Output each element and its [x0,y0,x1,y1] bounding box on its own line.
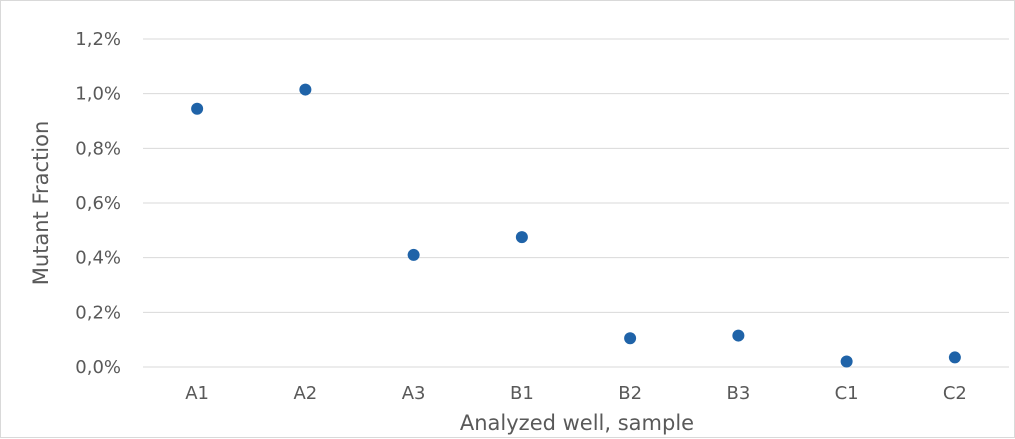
data-point [732,329,745,342]
data-point [407,248,420,261]
data-point [948,351,961,364]
x-tick-label: B2 [618,383,642,404]
x-tick-label: C1 [835,383,859,404]
x-tick-label: A3 [402,383,426,404]
y-tick-label: 1,0% [75,84,121,105]
data-points [191,83,961,368]
x-tick-label: B3 [726,383,750,404]
x-tick-label: A1 [185,383,209,404]
x-tick-label: C2 [943,383,967,404]
y-tick-label: 0,0% [75,357,121,378]
x-tick-label: A2 [293,383,317,404]
data-point [515,231,528,244]
y-axis-title: Mutant Fraction [29,121,53,286]
y-tick-label: 1,2% [75,29,121,50]
data-point [624,332,637,345]
y-tick-labels: 0,0% 0,2% 0,4% 0,6% 0,8% 1,0% 1,2% [75,29,121,378]
data-point [840,355,853,368]
x-tick-label: B1 [510,383,534,404]
x-axis-title: Analyzed well, sample [460,411,694,435]
data-point [191,102,204,115]
y-tick-label: 0,2% [75,302,121,323]
gridlines [143,38,1009,368]
y-tick-label: 0,6% [75,193,121,214]
y-tick-label: 0,4% [75,248,121,269]
y-tick-label: 0,8% [75,138,121,159]
x-tick-labels: A1 A2 A3 B1 B2 B3 C1 C2 [185,383,967,404]
data-point [299,83,312,96]
